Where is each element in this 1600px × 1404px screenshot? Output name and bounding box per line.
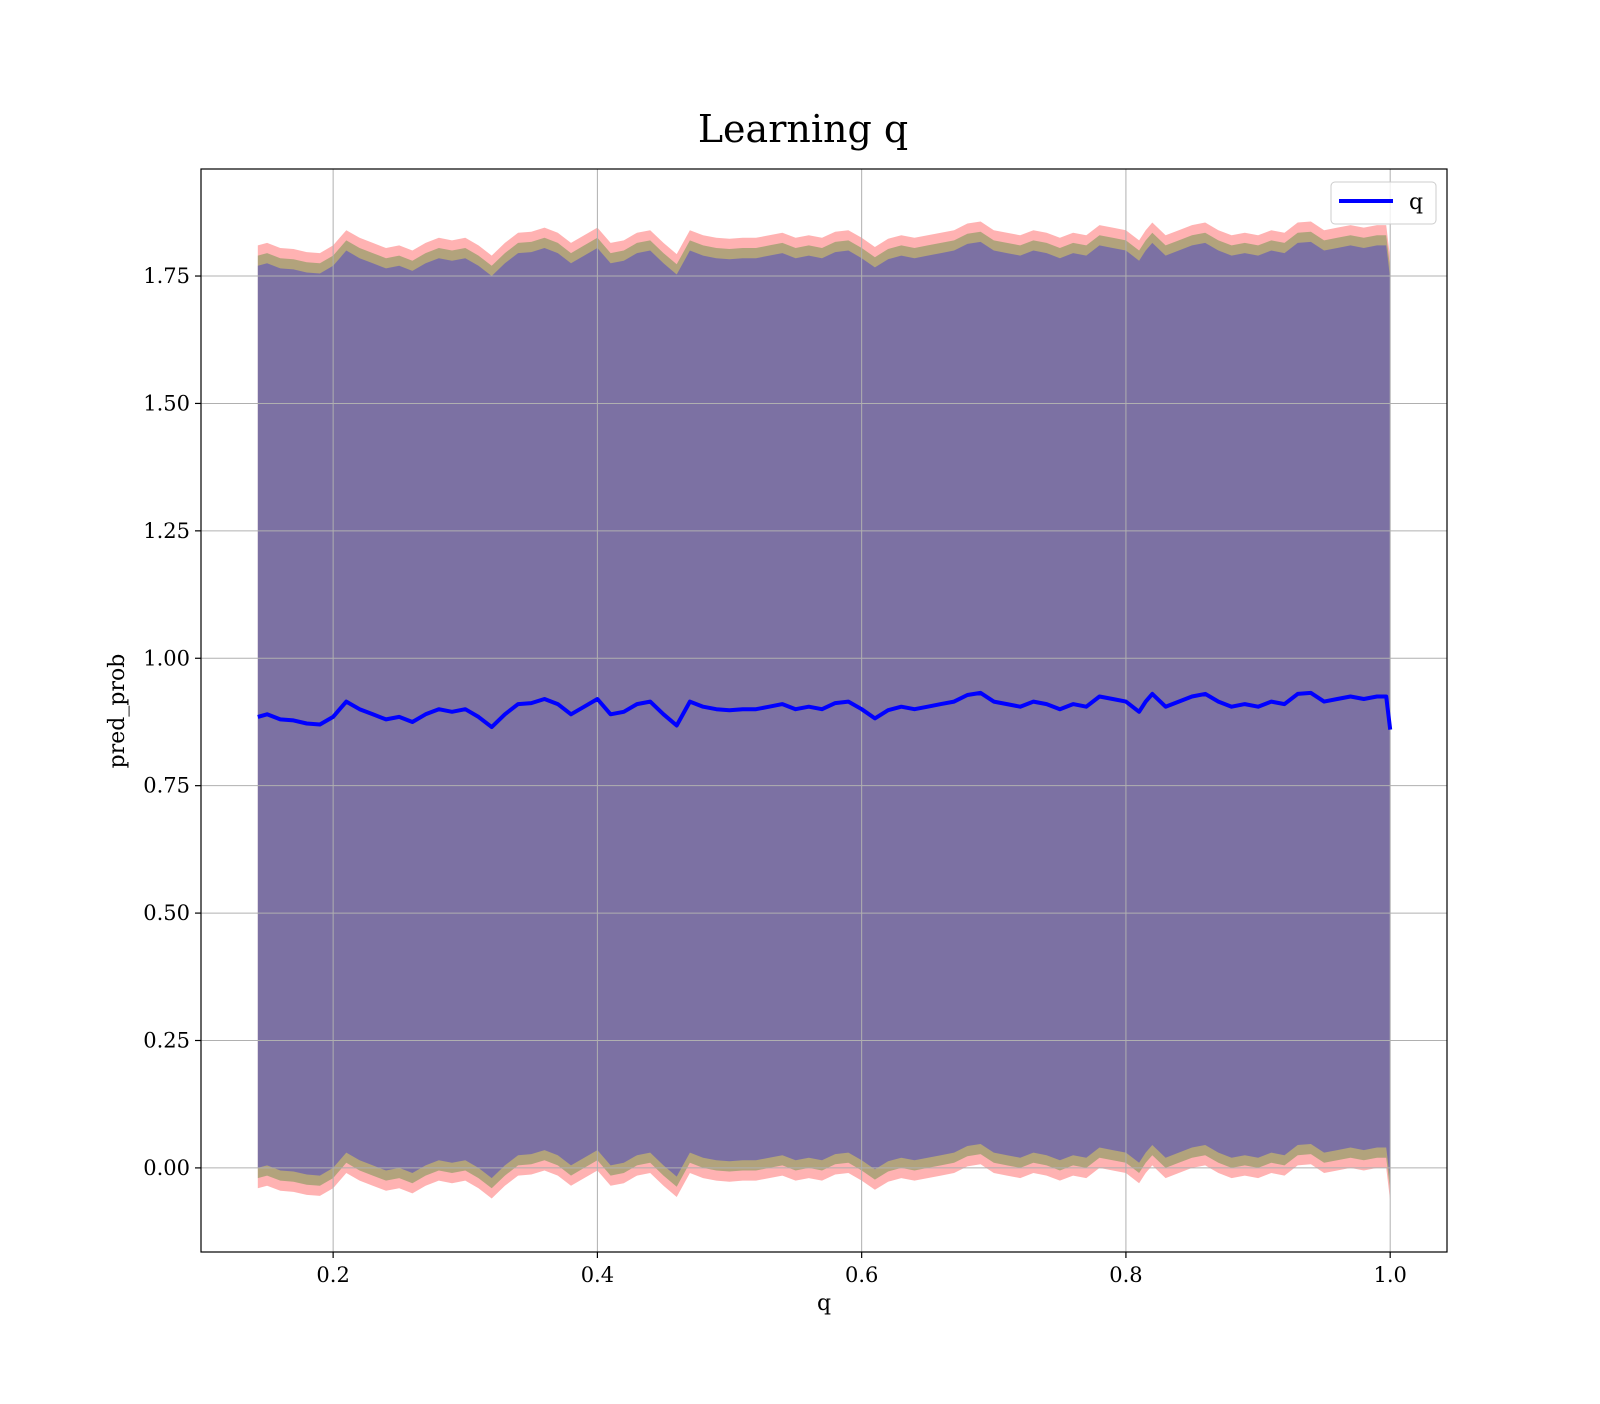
legend: q — [1330, 181, 1437, 225]
y-tick-label: 0.25 — [143, 1028, 190, 1052]
confidence-band-2 — [257, 231, 1391, 1191]
y-axis-label: pred_prob — [105, 654, 130, 769]
series-line-q — [257, 690, 1393, 730]
y-tick-label: 1.00 — [143, 646, 190, 670]
x-tick-label: 0.4 — [581, 1263, 614, 1287]
y-tick-label: 0.50 — [143, 901, 190, 925]
gridlines — [201, 169, 1447, 1252]
confidence-band-1 — [257, 221, 1391, 1201]
x-axis-label: q — [817, 1291, 831, 1316]
y-tick-label: 0.75 — [143, 774, 190, 798]
x-tick-label: 0.2 — [316, 1263, 349, 1287]
series-lines — [257, 690, 1393, 730]
y-tick-label: 1.50 — [143, 391, 190, 415]
x-tick-label: 0.6 — [845, 1263, 878, 1287]
x-tick-label: 1.0 — [1373, 1263, 1406, 1287]
y-tick-label: 1.75 — [143, 264, 190, 288]
legend-label-q: q — [1409, 190, 1423, 215]
x-axis-ticks: 0.2 0.4 0.6 0.8 1.0 — [316, 1252, 1407, 1287]
confidence-bands — [257, 221, 1391, 1201]
x-tick-label: 0.8 — [1109, 1263, 1142, 1287]
plot-area-frame — [200, 168, 1448, 1253]
confidence-band-3 — [257, 241, 1391, 1181]
chart-title: Learning q — [698, 107, 908, 151]
y-tick-label: 1.25 — [143, 519, 190, 543]
y-axis-ticks: 0.00 0.25 0.50 0.75 1.00 1.25 1.50 1.75 — [143, 264, 201, 1180]
y-tick-label: 0.00 — [143, 1156, 190, 1180]
